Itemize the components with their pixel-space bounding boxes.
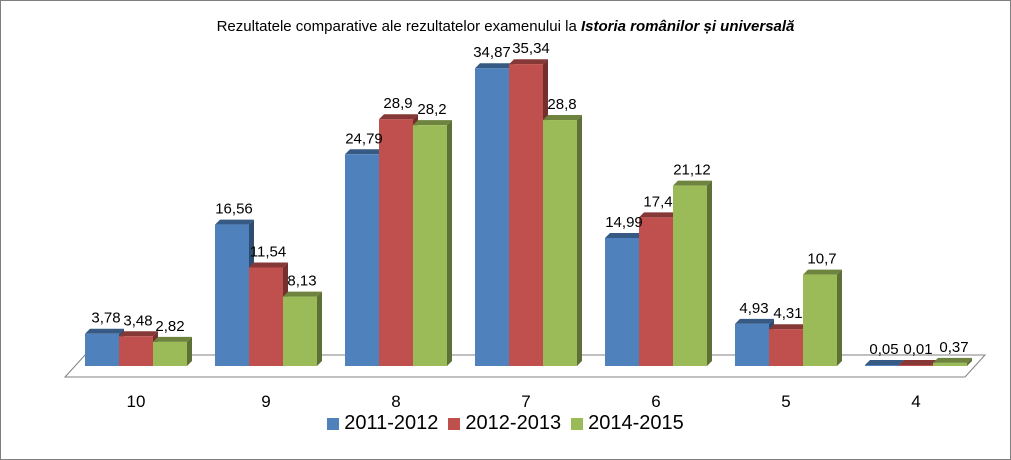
value-label-2011-2012-5: 4,93	[739, 300, 768, 317]
value-label-2014-2015-4: 0,37	[939, 339, 968, 356]
bar-2012-2013-6	[639, 212, 678, 366]
value-label-2012-2013-6: 17,4	[643, 193, 672, 210]
legend-item-2012-2013: 2012-2013	[448, 412, 561, 435]
value-label-2014-2015-9: 8,13	[287, 273, 316, 290]
bar-group	[85, 59, 972, 366]
x-tick-label-5: 5	[781, 392, 790, 411]
legend-label: 2011-2012	[344, 412, 439, 434]
value-label-2011-2012-8: 24,79	[345, 130, 383, 147]
value-label-2014-2015-6: 21,12	[673, 162, 711, 179]
value-label-2011-2012-9: 16,56	[215, 201, 253, 218]
bar-2014-2015-4	[933, 357, 972, 366]
x-tick-label-4: 4	[911, 392, 920, 411]
x-tick-label-6: 6	[651, 392, 660, 411]
legend-swatch	[448, 417, 461, 430]
legend: 2011-2012 2012-2013 2014-2015	[0, 412, 1011, 436]
bar-2012-2013-10	[119, 331, 158, 366]
bar-2012-2013-9	[249, 262, 288, 366]
value-label-2011-2012-6: 14,99	[605, 214, 643, 231]
value-label-2014-2015-10: 2,82	[155, 318, 184, 335]
bar-2014-2015-8	[413, 120, 452, 366]
bar-2014-2015-6	[673, 180, 712, 366]
bar-2011-2012-5	[735, 318, 774, 366]
x-tick-label-10: 10	[127, 392, 146, 411]
bar-2011-2012-7	[475, 63, 514, 366]
bar-2014-2015-9	[283, 291, 322, 366]
bar-2012-2013-5	[769, 324, 808, 366]
value-label-2012-2013-9: 11,54	[250, 243, 286, 260]
chart-title-text: Rezultatele comparative ale rezultatelor…	[216, 18, 577, 35]
value-label-2011-2012-10: 3,78	[91, 310, 120, 327]
legend-swatch	[571, 417, 584, 430]
bar-2012-2013-4	[899, 360, 938, 366]
bar-2012-2013-7	[509, 59, 548, 366]
bar-2011-2012-8	[345, 149, 384, 366]
value-label-2012-2013-7: 35,34	[512, 40, 550, 57]
legend-label: 2012-2013	[465, 412, 562, 434]
x-tick-label-7: 7	[521, 392, 530, 411]
value-label-2014-2015-8: 28,2	[417, 101, 446, 118]
value-label-2014-2015-5: 10,7	[807, 251, 836, 268]
legend-item-2014-2015: 2014-2015	[571, 412, 684, 435]
bar-2014-2015-10	[153, 336, 192, 366]
value-label-2012-2013-8: 28,9	[383, 95, 412, 112]
legend-item-2011-2012: 2011-2012	[327, 412, 438, 435]
value-label-2011-2012-7: 34,87	[473, 44, 511, 61]
x-tick-label-9: 9	[261, 392, 270, 411]
x-tick-group: 10 9 8 7 6 5 4	[127, 392, 921, 411]
bar-2014-2015-5	[803, 269, 842, 366]
value-label-2012-2013-4: 0,01	[903, 341, 932, 358]
bar-2011-2012-6	[605, 232, 644, 366]
value-label-2014-2015-7: 28,8	[547, 96, 576, 113]
legend-label: 2014-2015	[588, 412, 684, 434]
chart-title-emphasis: Istoria românilor și universală	[580, 18, 795, 35]
bar-2011-2012-4	[865, 360, 904, 366]
legend-swatch	[327, 417, 340, 430]
bar-2012-2013-8	[379, 114, 418, 366]
bar-2014-2015-7	[543, 115, 582, 366]
x-tick-label-8: 8	[391, 392, 400, 411]
value-label-group: 3,78 3,48 2,82 16,56 11,548,13 24,79 28,9 28,2 3…	[91, 40, 968, 358]
value-label-2012-2013-10: 3,48	[123, 312, 152, 329]
bar-2011-2012-10	[85, 328, 124, 366]
chart-title: Rezultatele comparative ale rezultatelor…	[0, 18, 1011, 35]
value-label-2011-2012-4: 0,05	[869, 341, 898, 358]
value-label-2012-2013-5: 4,31	[773, 305, 802, 322]
bar-2011-2012-9	[215, 219, 254, 366]
